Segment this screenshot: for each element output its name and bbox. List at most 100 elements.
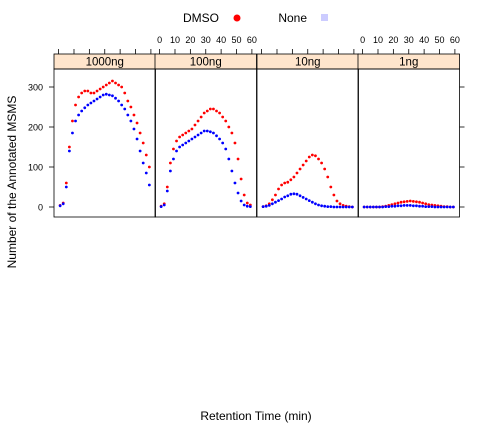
x-tick-label: 50	[231, 35, 241, 45]
data-point	[341, 205, 345, 209]
data-point	[298, 167, 302, 171]
legend: DMSO None	[183, 11, 328, 25]
data-point	[129, 119, 133, 123]
data-point	[80, 91, 84, 95]
series-None-100ng	[159, 129, 252, 209]
panel-frame-1000ng	[53, 68, 156, 218]
data-point	[270, 198, 274, 202]
data-point	[172, 147, 175, 151]
data-point	[421, 204, 424, 208]
x-tick-label: 40	[216, 35, 226, 45]
data-point	[221, 141, 225, 145]
data-point	[187, 139, 191, 143]
data-point	[98, 95, 102, 99]
data-point	[314, 202, 317, 206]
data-point	[212, 107, 215, 111]
x-tick-label: 20	[185, 35, 195, 45]
data-point	[89, 91, 93, 95]
data-point	[430, 205, 434, 209]
series-None-1000ng	[58, 92, 151, 208]
x-tick-label: 10	[373, 35, 383, 45]
x-tick-label: 20	[388, 35, 398, 45]
data-point	[114, 96, 117, 100]
panel-1ng: 1ng	[357, 53, 460, 218]
data-point	[218, 111, 221, 115]
data-point	[202, 129, 206, 133]
data-point	[378, 205, 381, 209]
data-point	[193, 123, 197, 127]
data-point	[64, 181, 68, 185]
data-point	[86, 89, 90, 93]
data-point	[390, 204, 394, 208]
data-point	[344, 205, 348, 209]
data-point	[415, 200, 418, 204]
data-point	[172, 157, 175, 161]
data-point	[442, 205, 446, 209]
data-point	[80, 109, 84, 113]
data-point	[120, 103, 124, 107]
data-point	[368, 205, 372, 209]
data-point	[132, 127, 136, 131]
x-tick-label: 0	[157, 35, 162, 45]
data-point	[248, 205, 252, 209]
data-point	[277, 187, 280, 191]
data-point	[126, 113, 130, 117]
data-point	[123, 91, 127, 95]
data-point	[107, 81, 111, 85]
data-point	[67, 145, 71, 149]
series-None-10ng	[261, 192, 354, 209]
data-point	[280, 197, 284, 201]
data-point	[77, 113, 81, 117]
data-point	[187, 129, 191, 133]
data-point	[92, 91, 96, 95]
data-point	[402, 204, 406, 207]
data-point	[239, 177, 243, 181]
data-point	[421, 201, 424, 205]
data-point	[295, 171, 299, 175]
x-axis-label: Retention Time (min)	[200, 409, 311, 423]
data-point	[310, 153, 314, 157]
data-point	[295, 192, 299, 196]
data-point	[289, 192, 293, 196]
data-point	[98, 87, 102, 91]
data-point	[77, 95, 81, 99]
data-point	[86, 103, 90, 107]
data-point	[233, 181, 237, 185]
data-point	[418, 200, 421, 204]
data-point	[141, 141, 145, 145]
data-point	[181, 133, 185, 137]
data-point	[424, 202, 428, 206]
data-point	[338, 205, 342, 209]
data-point	[107, 93, 111, 97]
data-point	[227, 157, 231, 161]
data-point	[101, 85, 105, 89]
data-point	[365, 205, 369, 209]
data-point	[292, 192, 296, 196]
data-point	[147, 183, 151, 187]
data-point	[74, 103, 77, 107]
data-point	[199, 115, 203, 119]
series-None-1ng	[362, 204, 455, 209]
data-point	[396, 204, 400, 208]
data-point	[335, 205, 339, 209]
data-point	[175, 139, 178, 143]
data-point	[120, 85, 124, 89]
data-point	[138, 149, 142, 153]
data-point	[159, 205, 163, 209]
data-point	[399, 204, 403, 208]
panels: 1000ng 100ng 10ng 1ng	[53, 53, 460, 218]
data-point	[408, 199, 412, 203]
x-tick-label: 60	[247, 35, 257, 45]
data-point	[448, 205, 452, 209]
data-point	[424, 205, 428, 209]
data-point	[117, 99, 120, 103]
legend-marker-dmso	[233, 14, 241, 22]
strip-label-1ng: 1ng	[399, 57, 418, 69]
legend-label-none: None	[278, 11, 307, 25]
y-axis: 0 100 200 300	[28, 83, 465, 213]
data-point	[230, 131, 234, 135]
data-point	[175, 149, 178, 153]
data-point	[64, 185, 68, 189]
data-point	[283, 195, 287, 199]
data-point	[408, 204, 412, 207]
